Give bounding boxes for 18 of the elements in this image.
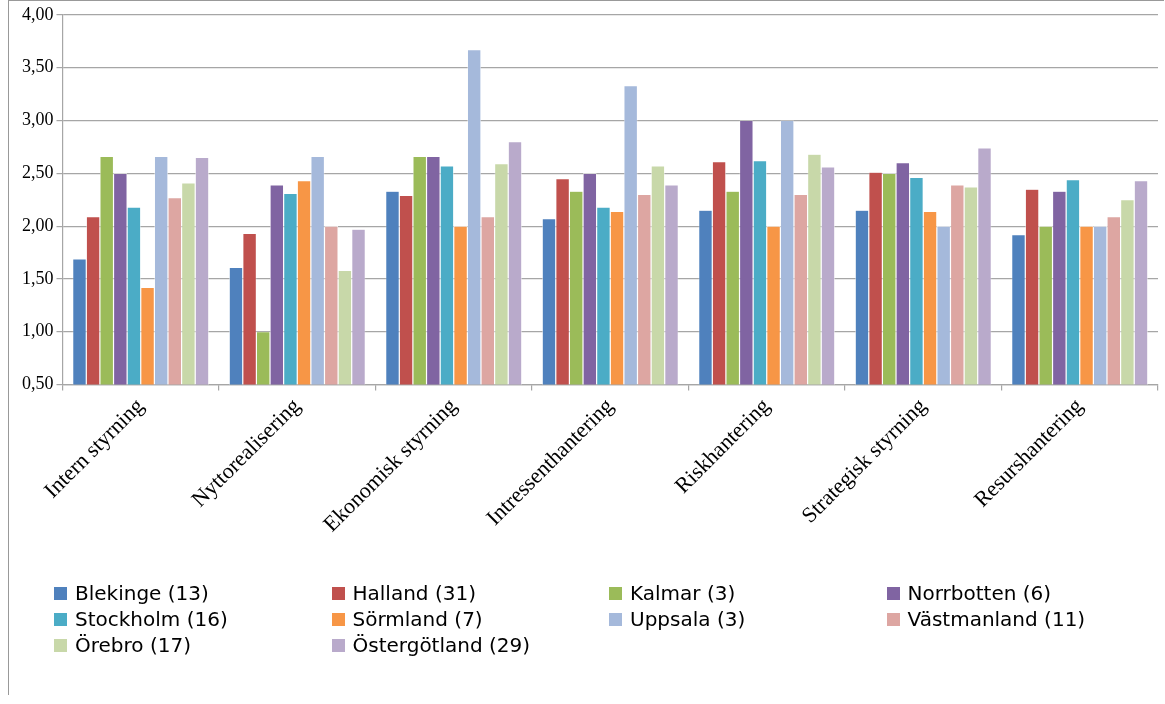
legend-label: Blekinge (13): [75, 581, 209, 605]
legend-label: Sörmland (7): [352, 607, 483, 631]
legend-label: Kalmar (3): [630, 581, 736, 605]
legend-label: Västmanland (11): [907, 607, 1086, 631]
y-tick-label: 2,00: [22, 214, 54, 235]
legend-label: Stockholm (16): [75, 607, 228, 631]
y-tick-label: 1,00: [22, 320, 54, 341]
y-tick-label: 1,50: [22, 267, 54, 288]
legend-label: Uppsala (3): [630, 607, 746, 631]
legend-label: Halland (31): [352, 581, 476, 605]
legend-label: Norrbotten (6): [907, 581, 1052, 605]
y-tick-label: 3,50: [22, 56, 54, 77]
y-tick-label: 4,00: [22, 3, 54, 24]
y-tick-label: 0,50: [22, 373, 54, 394]
y-tick-label: 3,00: [22, 109, 54, 130]
legend-label: Östergötland (29): [352, 633, 531, 657]
y-tick-label: 2,50: [22, 162, 54, 183]
legend-label: Örebro (17): [75, 633, 191, 657]
